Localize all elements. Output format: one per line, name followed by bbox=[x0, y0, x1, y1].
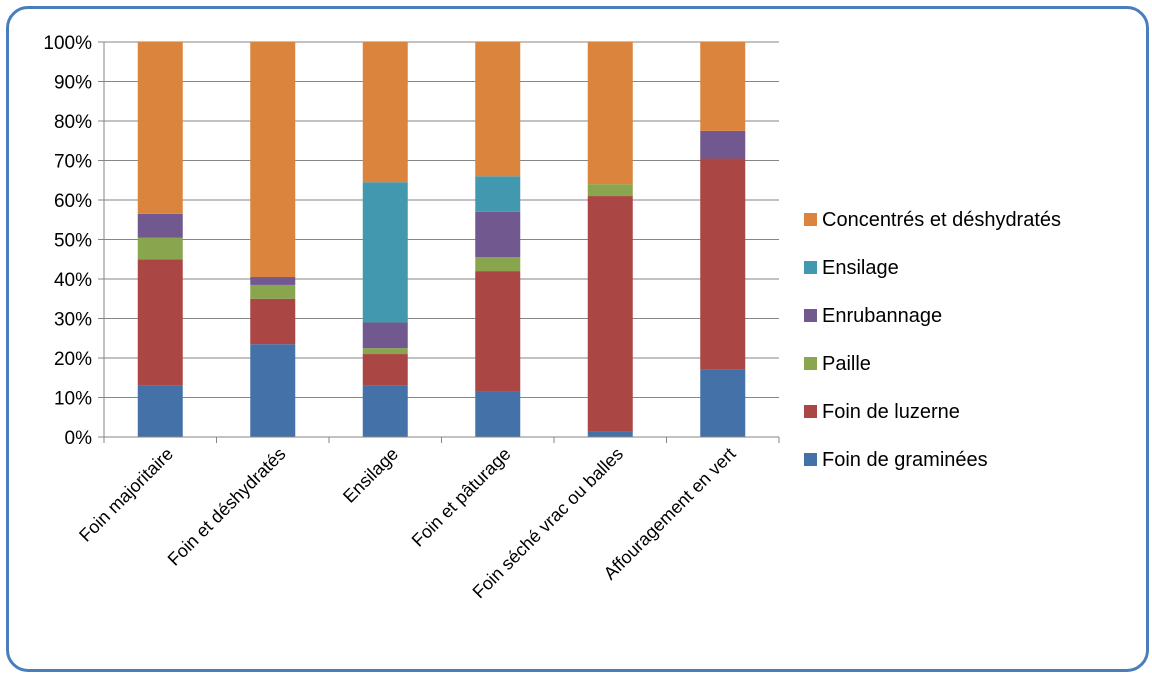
legend-label: Ensilage bbox=[822, 257, 899, 279]
y-tick-label: 30% bbox=[54, 310, 92, 331]
bar-segment bbox=[587, 196, 633, 432]
y-tick-label: 10% bbox=[54, 389, 92, 410]
bar-segment bbox=[700, 158, 746, 370]
legend-swatch bbox=[804, 309, 817, 322]
legend-swatch bbox=[804, 453, 817, 466]
bar-segment bbox=[250, 298, 296, 345]
x-category-label: Foin et déshydratés bbox=[164, 444, 290, 570]
bar-segment bbox=[362, 348, 408, 355]
legend-label: Paille bbox=[822, 353, 871, 375]
bar-segment bbox=[587, 184, 633, 197]
legend-swatch bbox=[804, 357, 817, 370]
legend-label: Enrubannage bbox=[822, 305, 942, 327]
bar-segment bbox=[137, 42, 183, 214]
bar-segment bbox=[250, 284, 296, 299]
bar-segment bbox=[137, 259, 183, 386]
legend-swatch bbox=[804, 261, 817, 274]
y-tick-label: 80% bbox=[54, 112, 92, 133]
y-tick-label: 40% bbox=[54, 270, 92, 291]
bar-segment bbox=[250, 344, 296, 437]
legend-swatch bbox=[804, 213, 817, 226]
y-tick-label: 50% bbox=[54, 231, 92, 252]
y-tick-label: 70% bbox=[54, 152, 92, 173]
bar-segment bbox=[250, 42, 296, 278]
legend-swatch bbox=[804, 405, 817, 418]
bar-segment bbox=[475, 42, 521, 177]
bar-segment bbox=[137, 213, 183, 238]
legend-label: Concentrés et déshydratés bbox=[822, 209, 1061, 231]
y-tick-label: 90% bbox=[54, 73, 92, 94]
legend-label: Foin de graminées bbox=[822, 449, 988, 471]
bar-segment bbox=[475, 271, 521, 392]
bar-segment bbox=[475, 176, 521, 212]
bar-segment bbox=[362, 322, 408, 349]
legend: Concentrés et déshydratés Ensilage Enruban… bbox=[804, 209, 1061, 471]
bar-segment bbox=[137, 237, 183, 260]
bar-segment bbox=[587, 431, 633, 437]
bar-segment bbox=[475, 257, 521, 272]
bar-segment bbox=[362, 354, 408, 386]
x-category-label: Foin et pâturage bbox=[408, 444, 515, 551]
x-category-label: Affouragement en vert bbox=[600, 444, 740, 584]
bar-segment bbox=[700, 369, 746, 437]
bar-segment bbox=[700, 42, 746, 131]
chart-frame: 0% 10% 20% 30% 40% 50% 60% 70% 80% 90% 100% Foin ma… bbox=[6, 6, 1149, 672]
bars bbox=[137, 42, 746, 437]
bar-segment bbox=[137, 385, 183, 437]
y-tick-label: 60% bbox=[54, 191, 92, 212]
y-tick-label: 0% bbox=[65, 428, 93, 449]
bar-segment bbox=[362, 385, 408, 437]
y-tick-label: 100% bbox=[43, 33, 92, 54]
gridlines bbox=[104, 41, 779, 438]
x-category-label: Ensilage bbox=[339, 444, 402, 507]
bar-segment bbox=[362, 42, 408, 183]
x-category-label: Foin majoritaire bbox=[75, 444, 177, 546]
stacked-bar-chart: 0% 10% 20% 30% 40% 50% 60% 70% 80% 90% 100% Foin ma… bbox=[43, 33, 1061, 602]
bar-segment bbox=[362, 182, 408, 323]
bar-segment bbox=[475, 211, 521, 258]
legend-label: Foin de luzerne bbox=[822, 401, 960, 423]
bar-segment bbox=[475, 391, 521, 437]
bar-segment bbox=[700, 130, 746, 159]
y-tick-label: 20% bbox=[54, 349, 92, 370]
bar-segment bbox=[250, 277, 296, 285]
bar-segment bbox=[587, 42, 633, 185]
